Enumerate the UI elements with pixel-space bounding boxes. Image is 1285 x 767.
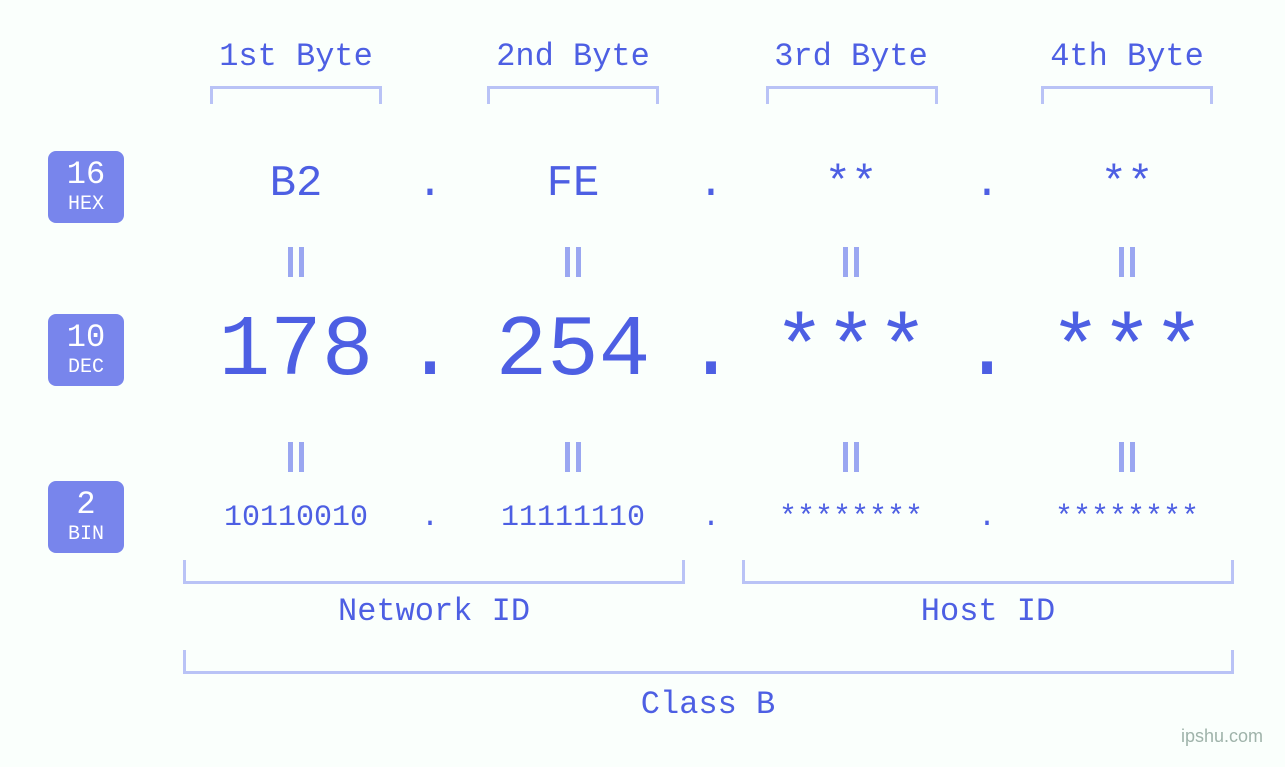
- hex-dot-2: .: [691, 159, 731, 209]
- badge-bin: 2 BIN: [48, 481, 124, 553]
- hex-byte-4: **: [1047, 159, 1207, 209]
- eq-2-2: [565, 442, 581, 472]
- top-bracket-3: [766, 86, 938, 104]
- hex-byte-1: B2: [216, 159, 376, 209]
- top-bracket-1: [210, 86, 382, 104]
- badge-bin-num: 2: [76, 489, 95, 521]
- hex-dot-3: .: [967, 159, 1007, 209]
- badge-dec-num: 10: [67, 322, 105, 354]
- byte-header-4: 4th Byte: [1017, 38, 1237, 75]
- bin-byte-2: 11111110: [453, 501, 693, 535]
- eq-2-4: [1119, 442, 1135, 472]
- top-bracket-2: [487, 86, 659, 104]
- bin-dot-3: .: [972, 501, 1002, 535]
- eq-2-1: [288, 442, 304, 472]
- badge-dec: 10 DEC: [48, 314, 124, 386]
- byte-header-3: 3rd Byte: [741, 38, 961, 75]
- bracket-network: [183, 560, 685, 584]
- badge-hex: 16 HEX: [48, 151, 124, 223]
- bin-byte-4: ********: [1007, 501, 1247, 535]
- bin-byte-1: 10110010: [176, 501, 416, 535]
- hex-byte-3: **: [771, 159, 931, 209]
- top-bracket-4: [1041, 86, 1213, 104]
- hex-dot-1: .: [410, 159, 450, 209]
- byte-header-1: 1st Byte: [186, 38, 406, 75]
- dec-byte-1: 178: [176, 302, 416, 400]
- badge-hex-txt: HEX: [68, 195, 104, 215]
- bin-byte-3: ********: [731, 501, 971, 535]
- badge-dec-txt: DEC: [68, 358, 104, 378]
- badge-bin-txt: BIN: [68, 525, 104, 545]
- bracket-class: [183, 650, 1234, 674]
- hex-byte-2: FE: [493, 159, 653, 209]
- label-network: Network ID: [284, 593, 584, 630]
- byte-header-2: 2nd Byte: [463, 38, 683, 75]
- bin-dot-1: .: [415, 501, 445, 535]
- dec-byte-2: 254: [453, 302, 693, 400]
- eq-2-3: [843, 442, 859, 472]
- ip-byte-diagram: 1st Byte 2nd Byte 3rd Byte 4th Byte 16 H…: [0, 0, 1285, 767]
- bin-dot-2: .: [696, 501, 726, 535]
- label-host: Host ID: [838, 593, 1138, 630]
- label-class: Class B: [558, 686, 858, 723]
- eq-1-1: [288, 247, 304, 277]
- dec-byte-4: ***: [1007, 302, 1247, 400]
- eq-1-3: [843, 247, 859, 277]
- watermark: ipshu.com: [1181, 726, 1263, 747]
- eq-1-2: [565, 247, 581, 277]
- eq-1-4: [1119, 247, 1135, 277]
- badge-hex-num: 16: [67, 159, 105, 191]
- dec-byte-3: ***: [731, 302, 971, 400]
- bracket-host: [742, 560, 1234, 584]
- dec-dot-1: .: [400, 302, 460, 400]
